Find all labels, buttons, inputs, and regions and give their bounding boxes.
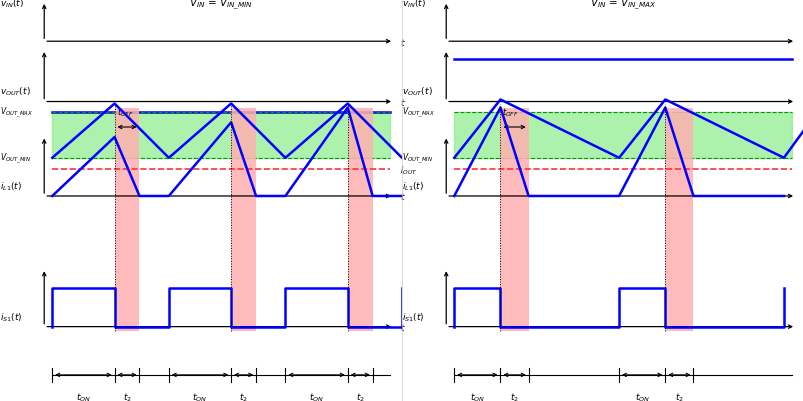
- Bar: [115, 108, 140, 331]
- Text: $v_{OUT}(t)$: $v_{OUT}(t)$: [0, 86, 31, 98]
- Text: $t_{OFF}$: $t_{OFF}$: [116, 106, 133, 119]
- Text: $v_{IN}(t)$: $v_{IN}(t)$: [402, 0, 426, 10]
- Bar: [499, 108, 528, 331]
- Text: $V_{OUT\_MAX}$: $V_{OUT\_MAX}$: [402, 105, 434, 119]
- Text: $V_{IN}$ = $V_{IN\_MAX}$: $V_{IN}$ = $V_{IN\_MAX}$: [589, 0, 656, 12]
- Bar: [347, 108, 373, 331]
- Text: $t_2$: $t_2$: [238, 390, 248, 401]
- Text: $t_{ON}$: $t_{ON}$: [308, 390, 324, 401]
- Text: $t$: $t$: [400, 191, 406, 202]
- Text: $t$: $t$: [801, 97, 803, 108]
- Text: $V_{OUT\_MAX}$: $V_{OUT\_MAX}$: [0, 105, 33, 119]
- Text: $t_{OFF}$: $t_{OFF}$: [502, 106, 519, 119]
- Text: $t_{ON}$: $t_{ON}$: [192, 390, 207, 401]
- Text: $V_{OUT\_MIN}$: $V_{OUT\_MIN}$: [0, 151, 31, 166]
- Text: $t$: $t$: [400, 97, 406, 108]
- Text: $V_{OUT\_MIN}$: $V_{OUT\_MIN}$: [402, 151, 433, 166]
- Text: $v_{OUT}(t)$: $v_{OUT}(t)$: [402, 86, 432, 98]
- Text: $i_{L1}(t)$: $i_{L1}(t)$: [402, 180, 423, 192]
- Text: $V_{IN}$ = $V_{IN\_MIN}$: $V_{IN}$ = $V_{IN\_MIN}$: [189, 0, 253, 12]
- Text: $t_2$: $t_2$: [674, 390, 683, 401]
- Text: $t_{ON}$: $t_{ON}$: [469, 390, 484, 401]
- Text: $i_{S1}(t)$: $i_{S1}(t)$: [402, 310, 424, 323]
- Text: $v_{IN}(t)$: $v_{IN}(t)$: [0, 0, 24, 10]
- Text: $I_{OUT}$: $I_{OUT}$: [801, 164, 803, 176]
- Text: $t$: $t$: [400, 36, 406, 48]
- Text: $i_{L1}(t)$: $i_{L1}(t)$: [0, 180, 22, 192]
- Text: $t_{ON}$: $t_{ON}$: [75, 390, 91, 401]
- Text: $I_{OUT}$: $I_{OUT}$: [400, 164, 417, 176]
- Text: $t$: $t$: [801, 36, 803, 48]
- Text: $i_{S1}(t)$: $i_{S1}(t)$: [0, 310, 22, 323]
- Text: $t$: $t$: [801, 191, 803, 202]
- Text: $t$: $t$: [400, 321, 406, 332]
- Bar: [231, 108, 255, 331]
- Text: $t_{ON}$: $t_{ON}$: [634, 390, 649, 401]
- Text: $t$: $t$: [801, 321, 803, 332]
- Text: $t_2$: $t_2$: [509, 390, 519, 401]
- Bar: [665, 108, 692, 331]
- Text: $t_2$: $t_2$: [355, 390, 365, 401]
- Text: $t_2$: $t_2$: [122, 390, 132, 401]
